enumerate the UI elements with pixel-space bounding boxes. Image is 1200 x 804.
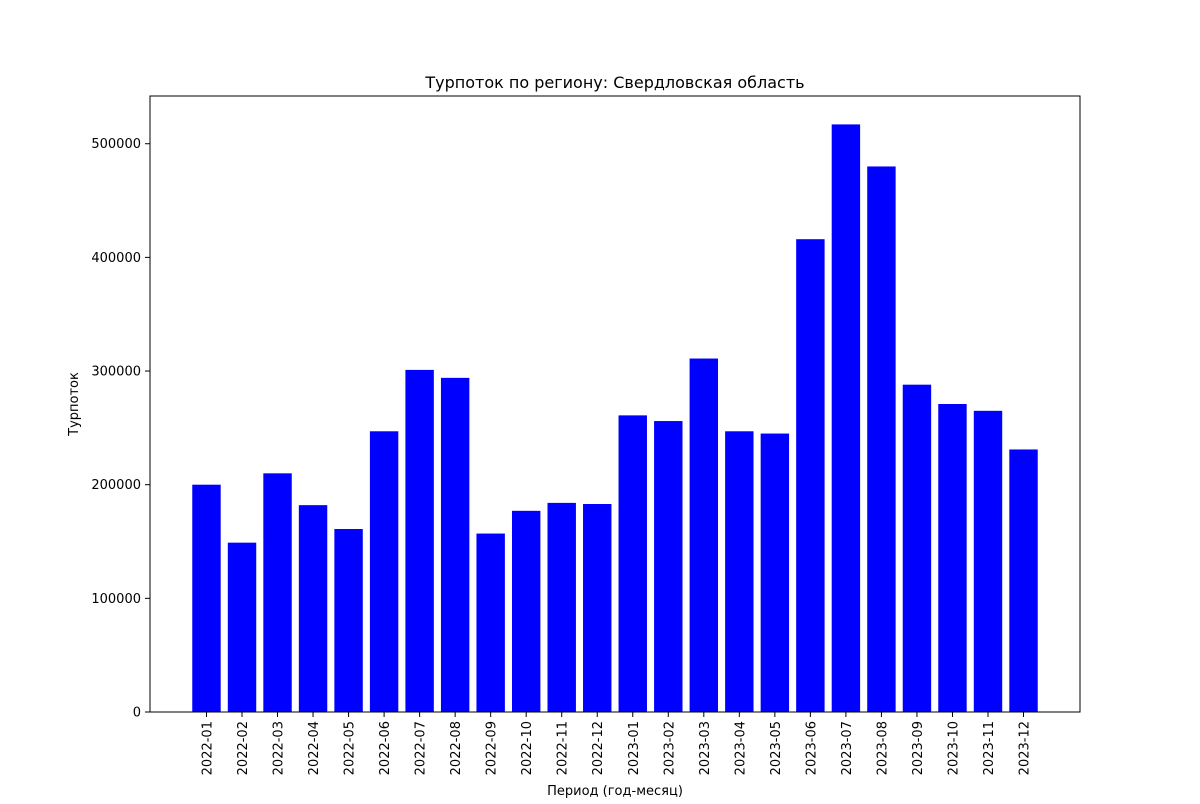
y-tick-label: 500000 <box>91 137 141 152</box>
x-tick-label: 2022-11 <box>556 721 571 775</box>
x-tick-label: 2022-07 <box>414 721 429 775</box>
bar-2023-12 <box>1009 449 1038 712</box>
bar-2023-07 <box>831 124 861 712</box>
x-tick-label: 2023-09 <box>911 721 926 775</box>
bar-2022-12 <box>583 504 612 712</box>
x-tick-label: 2023-05 <box>769 721 784 775</box>
x-tick-label: 2023-02 <box>662 721 677 775</box>
x-tick-label: 2022-10 <box>520 721 535 775</box>
x-tick-label: 2023-12 <box>1018 721 1033 775</box>
x-tick-label: 2023-10 <box>946 721 961 775</box>
bar-2023-09 <box>902 384 932 712</box>
y-tick-label: 100000 <box>91 592 141 607</box>
bar-2023-06 <box>796 239 825 712</box>
x-tick-label: 2022-03 <box>272 721 287 775</box>
x-tick-label: 2022-09 <box>485 721 500 775</box>
x-tick-label: 2022-01 <box>200 721 215 775</box>
x-tick-label: 2022-04 <box>307 721 322 775</box>
x-tick-label: 2023-04 <box>733 721 748 775</box>
bar-2022-05 <box>334 529 363 712</box>
bar-2022-08 <box>440 377 470 712</box>
x-axis-ticks: 2022-01 2022-02 2022-03 2022-04 2022-05 2022-… <box>200 712 1033 775</box>
x-tick-label: 2023-01 <box>627 721 642 775</box>
y-axis-label: Турпоток <box>67 372 82 437</box>
x-tick-label: 2022-02 <box>236 721 251 775</box>
y-axis-ticks: 0 100000 200000 300000 400000 500000 <box>91 137 150 721</box>
x-tick-label: 2022-12 <box>591 721 606 775</box>
bar-2023-05 <box>760 433 790 712</box>
x-tick-label: 2022-08 <box>449 721 464 775</box>
bar-2023-01 <box>618 415 647 712</box>
bars-group <box>192 124 1038 712</box>
x-tick-label: 2023-11 <box>982 721 997 775</box>
bar-2023-03 <box>689 358 719 712</box>
bar-2023-02 <box>654 421 683 712</box>
bar-2023-08 <box>867 166 896 712</box>
x-tick-label: 2022-06 <box>378 721 393 775</box>
bar-2022-06 <box>369 431 399 712</box>
bar-2022-04 <box>298 505 328 712</box>
bar-2023-04 <box>725 431 754 712</box>
bar-2022-07 <box>405 369 434 712</box>
bar-2022-09 <box>476 533 505 712</box>
bar-2023-11 <box>973 410 1003 712</box>
y-tick-label: 0 <box>133 706 141 721</box>
axes-frame <box>149 95 1081 713</box>
x-tick-label: 2023-06 <box>804 721 819 775</box>
y-tick-label: 300000 <box>91 365 141 380</box>
y-tick-label: 400000 <box>91 251 141 266</box>
chart-title: Турпоток по региону: Свердловская област… <box>424 73 804 92</box>
bar-2023-10 <box>938 404 967 712</box>
bar-2022-11 <box>547 502 576 712</box>
x-axis-label: Период (год-месяц) <box>547 784 683 799</box>
bar-2022-10 <box>511 510 541 712</box>
x-tick-label: 2023-07 <box>840 721 855 775</box>
x-tick-label: 2023-08 <box>875 721 890 775</box>
x-tick-label: 2023-03 <box>698 721 713 775</box>
bar-2022-01 <box>192 484 221 712</box>
x-tick-label: 2022-05 <box>343 721 358 775</box>
bar-2022-03 <box>263 473 292 712</box>
bar-2022-02 <box>227 542 257 712</box>
y-tick-label: 200000 <box>91 478 141 493</box>
